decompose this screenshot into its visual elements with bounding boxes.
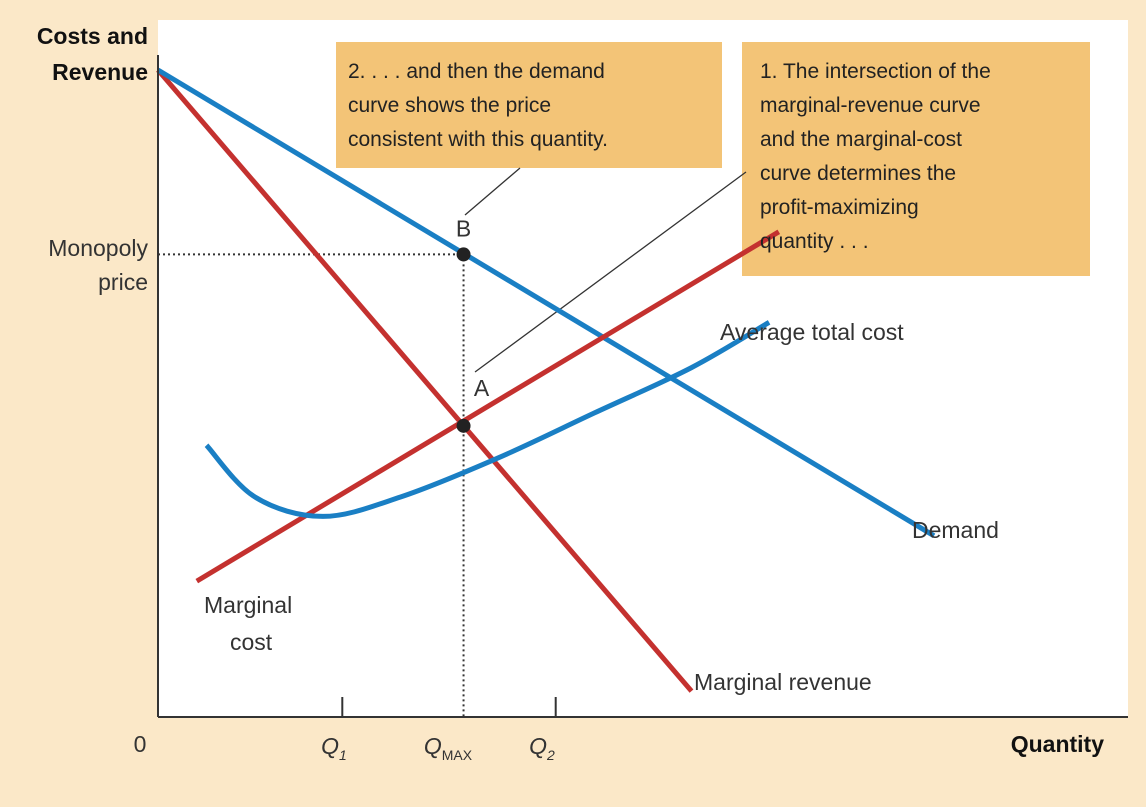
monopoly-price-label-line-2: price [98, 269, 148, 295]
demand-label: Demand [912, 517, 999, 543]
point-a [456, 418, 471, 433]
note-1-line-3: and the marginal-cost [760, 128, 962, 151]
note-2-line-2: curve shows the price [348, 94, 551, 117]
monopoly-price-label-line-1: Monopoly [48, 235, 148, 261]
note-1-line-1: 1. The intersection of the [760, 60, 991, 83]
note-2-box [336, 42, 722, 168]
note-1-line-2: marginal-revenue curve [760, 94, 981, 117]
note-1-line-4: curve determines the [760, 162, 956, 185]
note-2-line-3: consistent with this quantity. [348, 128, 608, 151]
demand-curve [156, 67, 936, 538]
qmax-label: QMAX [424, 733, 473, 763]
average-total-cost-label: Average total cost [720, 319, 904, 345]
point-b-label: B [456, 215, 471, 241]
origin-label: 0 [134, 731, 147, 757]
q2-label: Q2 [529, 733, 555, 763]
point-b [456, 247, 471, 262]
average-total-cost-curve [204, 320, 771, 519]
marginal-revenue-curve [156, 68, 694, 693]
note-1-line-6: quantity . . . [760, 230, 869, 253]
note-2-line-1: 2. . . . and then the demand [348, 60, 605, 83]
marginal-cost-label-line-1: Marginal [204, 592, 292, 618]
y-axis-title-line-1: Costs and [37, 23, 148, 49]
marginal-cost-label-line-2: cost [230, 629, 273, 655]
point-a-label: A [474, 375, 490, 401]
x-axis-title: Quantity [1011, 731, 1104, 757]
q1-label: Q1 [321, 733, 347, 763]
note-2-leader [464, 167, 521, 216]
note-1-line-5: profit-maximizing [760, 196, 919, 219]
y-axis-title-line-2: Revenue [52, 59, 148, 85]
note-1-leader [474, 171, 747, 373]
note-1-box [742, 42, 1090, 276]
marginal-revenue-label: Marginal revenue [694, 669, 872, 695]
marginal-cost-curve [195, 229, 781, 584]
